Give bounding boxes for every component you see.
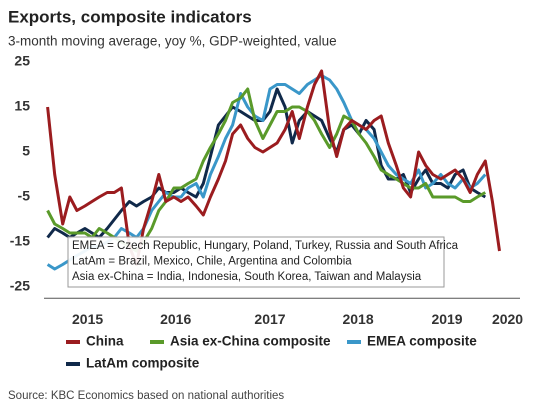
y-tick-label: -25 <box>10 278 30 294</box>
x-tick-label: 2015 <box>72 311 103 327</box>
source-note: Source: KBC Economics based on national … <box>8 390 284 402</box>
legend-label: LatAm composite <box>86 356 200 371</box>
annotation-box <box>67 236 445 288</box>
y-tick-label: 5 <box>22 143 30 159</box>
chart-subtitle: 3-month moving average, yoy %, GDP-weigh… <box>8 34 337 49</box>
y-tick-label: -5 <box>18 188 31 204</box>
x-tick-label: 2020 <box>492 311 523 327</box>
x-tick-label: 2019 <box>431 311 462 327</box>
legend-label: China <box>86 334 124 349</box>
y-tick-label: 25 <box>14 53 30 69</box>
y-tick-label: -15 <box>10 233 30 249</box>
annotation-text: EMEA = Czech Republic, Hungary, Poland, … <box>72 240 459 252</box>
annotation-text: LatAm = Brazil, Mexico, Chile, Argentina… <box>72 256 352 268</box>
y-tick-label: 15 <box>14 98 30 114</box>
series-line <box>46 69 501 266</box>
annotation-text: Asia ex-China = India, Indonesia, South … <box>72 271 422 283</box>
legend-label: EMEA composite <box>367 334 477 349</box>
legend-label: Asia ex-China composite <box>170 334 331 349</box>
x-tick-label: 2017 <box>254 311 285 327</box>
x-tick-label: 2016 <box>160 311 191 327</box>
chart-title: Exports, composite indicators <box>8 7 252 26</box>
x-tick-label: 2018 <box>342 311 373 327</box>
